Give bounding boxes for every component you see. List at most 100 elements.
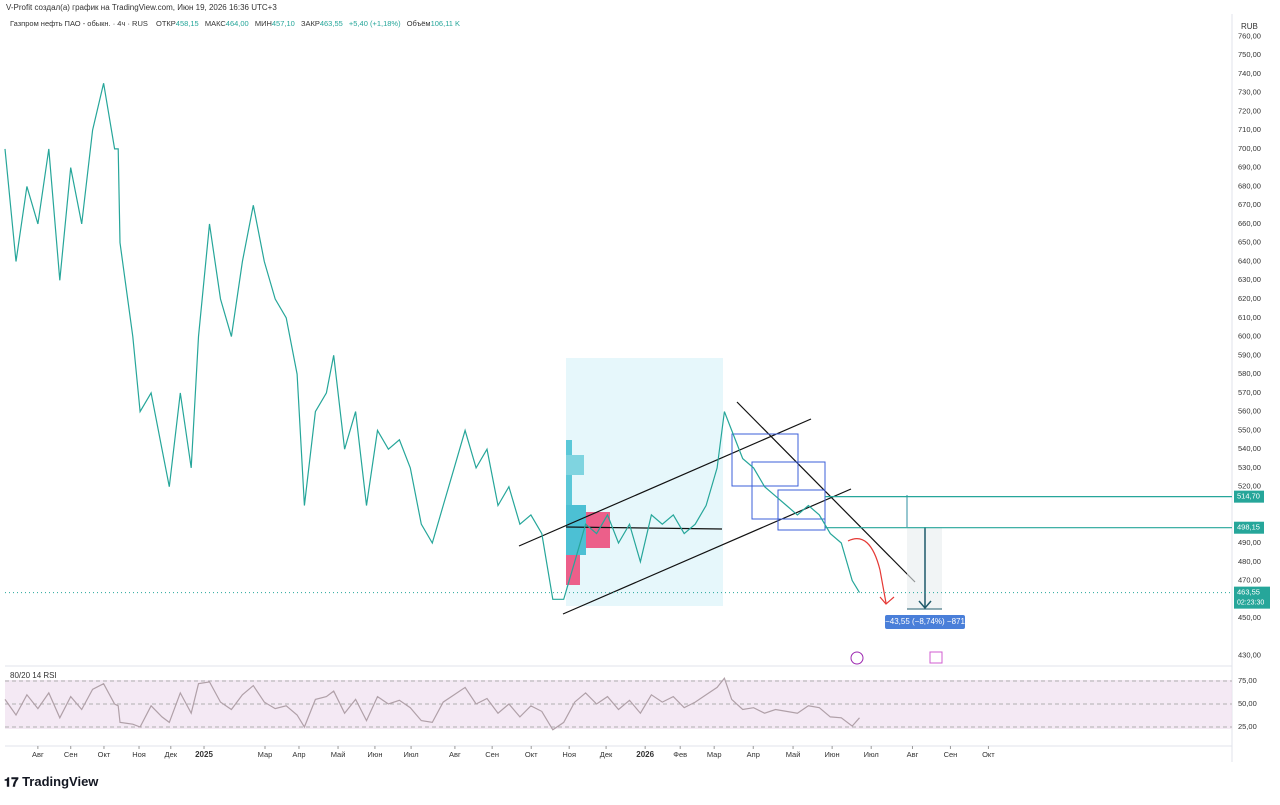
y-tick-label: 660,00 xyxy=(1238,219,1261,228)
x-tick-label: Апр xyxy=(292,750,305,759)
series-line xyxy=(4,83,861,600)
y-tick-label: 620,00 xyxy=(1238,294,1261,303)
y-tick-label: 490,00 xyxy=(1238,538,1261,547)
x-tick-label: Июл xyxy=(403,750,418,759)
y-tick-label: 610,00 xyxy=(1238,313,1261,322)
x-tick-label: Окт xyxy=(98,750,111,759)
high-label: МАКС xyxy=(205,19,227,28)
y-tick-label: 690,00 xyxy=(1238,163,1261,172)
y-tick-label: 560,00 xyxy=(1238,407,1261,416)
y-tick-label: 640,00 xyxy=(1238,256,1261,265)
y-tick-label: 680,00 xyxy=(1238,181,1261,190)
logo: 𝟏𝟕 TradingView xyxy=(4,774,99,789)
y-tick-label: 720,00 xyxy=(1238,106,1261,115)
x-tick-label: Ноя xyxy=(132,750,146,759)
price-label-box xyxy=(1234,490,1264,503)
close: 463,55 xyxy=(320,19,343,28)
x-tick-label: Окт xyxy=(982,750,995,759)
y-tick-label: 50,00 xyxy=(1238,699,1257,708)
price-label: 514,70 xyxy=(1237,492,1260,501)
y-tick-label: 580,00 xyxy=(1238,369,1261,378)
currency: RUB xyxy=(1241,22,1258,31)
symbol: Газпром нефть ПАО - обыкн. · 4ч · RUS xyxy=(10,19,148,28)
x-tick-label: Сен xyxy=(944,750,958,759)
x-tick-label: 2025 xyxy=(195,750,213,759)
arrow-head xyxy=(879,596,895,605)
trend-line xyxy=(736,401,916,583)
price-label-box xyxy=(1234,521,1264,534)
price-label: 498,15 xyxy=(1237,523,1260,532)
x-tick-label: Фев xyxy=(673,750,687,759)
countdown: 02:23:30 xyxy=(1237,599,1264,606)
profile-bar xyxy=(566,555,580,585)
rsi-band xyxy=(5,680,1232,729)
low: 457,10 xyxy=(272,19,295,28)
measure-label: −43,55 (−8,74%) −871 xyxy=(885,617,965,626)
change: +5,40 (+1,18%) xyxy=(349,19,401,28)
x-tick-label: Июн xyxy=(825,750,840,759)
x-tick-label: Мар xyxy=(707,750,722,759)
x-tick-label: Июн xyxy=(367,750,382,759)
x-tick-label: Июл xyxy=(864,750,879,759)
x-tick-label: Май xyxy=(331,750,346,759)
series-line xyxy=(4,676,860,731)
y-tick-label: 430,00 xyxy=(1238,651,1261,660)
last-price-box xyxy=(1234,586,1270,609)
y-tick-label: 450,00 xyxy=(1238,613,1261,622)
x-tick-label: Апр xyxy=(747,750,760,759)
rsi-title: 80/20 14 RSI xyxy=(10,671,57,680)
x-tick-label: Авг xyxy=(907,750,919,759)
y-tick-label: 600,00 xyxy=(1238,332,1261,341)
x-tick-label: Авг xyxy=(32,750,44,759)
legend-line: Газпром нефть ПАО - обыкн. · 4ч · RUS ОТ… xyxy=(10,19,460,28)
y-tick-label: 470,00 xyxy=(1238,576,1261,585)
y-tick-label: 540,00 xyxy=(1238,444,1261,453)
y-tick-label: 630,00 xyxy=(1238,275,1261,284)
forecast-arrow xyxy=(847,538,887,604)
x-tick-label: Дек xyxy=(600,750,613,759)
x-tick-label: Май xyxy=(786,750,801,759)
y-tick-label: 530,00 xyxy=(1238,463,1261,472)
trend-line xyxy=(565,526,723,530)
measure-label-box xyxy=(885,615,965,629)
dividend-icon xyxy=(850,651,864,665)
arrow-head xyxy=(918,600,932,610)
y-tick-label: 25,00 xyxy=(1238,722,1257,731)
y-tick-label: 650,00 xyxy=(1238,238,1261,247)
x-tick-label: Дек xyxy=(165,750,178,759)
y-tick-label: 730,00 xyxy=(1238,88,1261,97)
y-tick-label: 590,00 xyxy=(1238,350,1261,359)
x-tick-label: 2026 xyxy=(636,750,654,759)
x-tick-label: Авг xyxy=(449,750,461,759)
y-tick-label: 480,00 xyxy=(1238,557,1261,566)
x-tick-label: Сен xyxy=(485,750,499,759)
x-tick-label: Окт xyxy=(525,750,538,759)
last-price-label: 463,55 xyxy=(1237,588,1260,597)
y-tick-label: 520,00 xyxy=(1238,482,1261,491)
earnings-icon xyxy=(929,651,943,664)
x-tick-label: Мар xyxy=(258,750,273,759)
trend-line xyxy=(518,418,812,547)
box xyxy=(731,433,799,487)
volume-label: Объём xyxy=(407,19,431,28)
y-tick-label: 550,00 xyxy=(1238,425,1261,434)
y-tick-label: 570,00 xyxy=(1238,388,1261,397)
x-tick-label: Сен xyxy=(64,750,78,759)
y-tick-label: 710,00 xyxy=(1238,125,1261,134)
high: 464,00 xyxy=(226,19,249,28)
y-tick-label: 740,00 xyxy=(1238,69,1261,78)
open: 458,15 xyxy=(176,19,199,28)
credit: V-Profit создал(а) график на TradingView… xyxy=(6,3,277,12)
x-tick-label: Ноя xyxy=(562,750,576,759)
y-tick-label: 670,00 xyxy=(1238,200,1261,209)
close-label: ЗАКР xyxy=(301,19,320,28)
y-tick-label: 700,00 xyxy=(1238,144,1261,153)
y-tick-label: 75,00 xyxy=(1238,676,1257,685)
y-tick-label: 760,00 xyxy=(1238,31,1261,40)
y-tick-label: 750,00 xyxy=(1238,50,1261,59)
box xyxy=(777,489,826,531)
profile-bar xyxy=(566,455,584,475)
volume: 106,11 K xyxy=(431,19,460,28)
low-label: МИН xyxy=(255,19,272,28)
